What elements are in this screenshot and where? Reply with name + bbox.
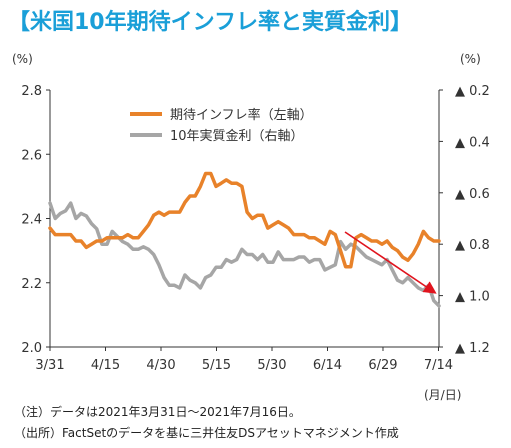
right-tick-label: ▲ 0.6 <box>455 187 490 202</box>
x-tick-label: 6/29 <box>368 358 397 373</box>
left-tick-label: 2.6 <box>21 148 42 163</box>
series-line-expected-inflation <box>48 171 441 269</box>
right-tick-label: ▲ 0.8 <box>455 238 490 253</box>
left-tick-label: 2.8 <box>21 84 42 99</box>
left-tick-label: 2.4 <box>21 213 42 228</box>
note-source: （出所）FactSetのデータを基に三井住友DSアセットマネジメント作成 <box>14 426 399 440</box>
x-tick-label: 3/31 <box>35 358 64 373</box>
legend-label-expected-inflation: 期待インフレ率（左軸） <box>170 107 313 123</box>
right-tick-label: ▲ 0.2 <box>455 84 490 99</box>
x-tick-label: 4/30 <box>146 358 175 373</box>
note-period: （注）データは2021年3月31日～2021年7月16日。 <box>14 405 301 419</box>
trend-arrow-line <box>344 231 437 294</box>
left-axis-unit: (%) <box>12 52 33 66</box>
right-tick-label: ▲ 1.2 <box>455 341 490 356</box>
x-tick-label: 5/30 <box>257 358 286 373</box>
x-tick-label: 5/15 <box>202 358 231 373</box>
legend-label-real-yield: 10年実質金利（右軸） <box>170 128 304 144</box>
right-tick-label: ▲ 0.4 <box>455 135 490 150</box>
chart-series <box>48 171 441 308</box>
right-tick-label: ▲ 1.0 <box>455 290 490 305</box>
x-tick-label: 6/14 <box>313 358 342 373</box>
chart-axes: 2.0 2.2 2.4 2.6 2.8 ▲ 0.2 ▲ 0.4 ▲ 0.6 ▲ 0.8 ▲ 1.0… <box>21 84 490 373</box>
chart-title: 【米国10年期待インフレ率と実質金利】 <box>8 10 412 35</box>
trend-arrow <box>344 231 437 294</box>
series-line-real-yield <box>48 201 441 308</box>
x-axis-unit: (月/日) <box>424 388 462 402</box>
right-axis-unit: (%) <box>460 52 481 66</box>
left-tick-label: 2.2 <box>21 277 42 292</box>
left-tick-label: 2.0 <box>21 341 42 356</box>
x-tick-label: 4/15 <box>91 358 120 373</box>
chart-legend: 期待インフレ率（左軸） 10年実質金利（右軸） <box>130 107 313 144</box>
x-tick-label: 7/14 <box>424 358 453 373</box>
